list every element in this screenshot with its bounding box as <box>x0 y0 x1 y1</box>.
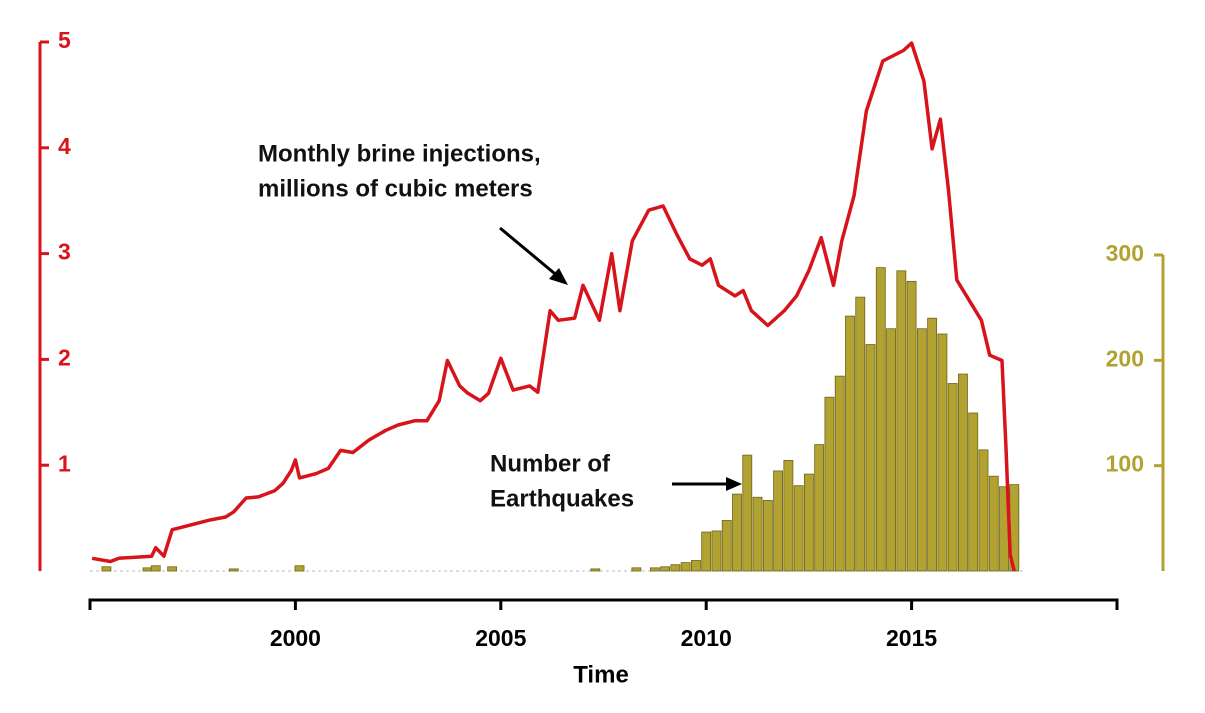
x-tick-label: 2010 <box>681 625 732 651</box>
arrow <box>499 226 561 280</box>
bar <box>978 449 989 572</box>
bar <box>294 565 305 572</box>
bar <box>793 485 804 572</box>
bar <box>845 315 855 572</box>
bar <box>947 383 958 572</box>
bar <box>649 567 660 572</box>
bar <box>752 496 763 572</box>
annotation: Monthly brine injections, <box>258 140 541 167</box>
bar <box>670 564 681 572</box>
bar <box>814 444 825 572</box>
bar <box>590 568 601 572</box>
bar <box>732 493 742 572</box>
annotation: Number of <box>490 450 611 477</box>
bar <box>228 568 239 572</box>
bar <box>711 530 722 572</box>
bar <box>916 328 927 572</box>
bar <box>631 567 642 572</box>
bar <box>680 562 691 572</box>
bar <box>896 270 907 572</box>
bar <box>906 280 917 572</box>
bar <box>855 296 866 572</box>
bar <box>937 333 948 572</box>
bar <box>865 344 876 572</box>
annotation: Earthquakes <box>490 485 634 512</box>
annotation: millions of cubic meters <box>258 175 533 202</box>
bar <box>721 520 732 572</box>
bar <box>773 470 784 572</box>
bar <box>824 396 835 572</box>
x-tick-label: 2015 <box>886 625 937 651</box>
bar <box>834 375 845 572</box>
bar <box>701 531 712 572</box>
y-tick-label: 4 <box>58 133 71 159</box>
y-tick-label: 2 <box>58 344 71 370</box>
bar <box>958 373 968 572</box>
bar <box>803 473 814 572</box>
y2-tick-label: 200 <box>1106 345 1144 371</box>
bar <box>660 566 671 572</box>
y2-tick-label: 100 <box>1106 451 1144 477</box>
bar <box>691 560 701 572</box>
x-axis-label: Time <box>573 661 629 688</box>
y-tick-label: 5 <box>58 27 71 53</box>
x-axis <box>88 598 1119 610</box>
bar <box>742 454 753 572</box>
y-tick-label: 3 <box>58 239 71 265</box>
bar <box>783 459 794 572</box>
x-tick-label: 2005 <box>475 625 526 651</box>
y-tick-label: 1 <box>58 450 71 476</box>
bar <box>150 565 161 572</box>
bar <box>886 328 896 572</box>
bar <box>142 567 153 572</box>
bar <box>988 475 999 572</box>
bar <box>968 412 979 572</box>
bar <box>101 566 112 572</box>
bar <box>927 317 938 572</box>
x-tick-label: 2000 <box>270 625 321 651</box>
line <box>91 41 1016 572</box>
bar <box>762 500 773 572</box>
arrow-head <box>726 477 742 491</box>
marks <box>91 41 1020 572</box>
y2-tick-label: 300 <box>1106 240 1144 266</box>
bar <box>875 267 886 572</box>
bar <box>167 566 178 572</box>
arrow-head <box>549 268 568 285</box>
